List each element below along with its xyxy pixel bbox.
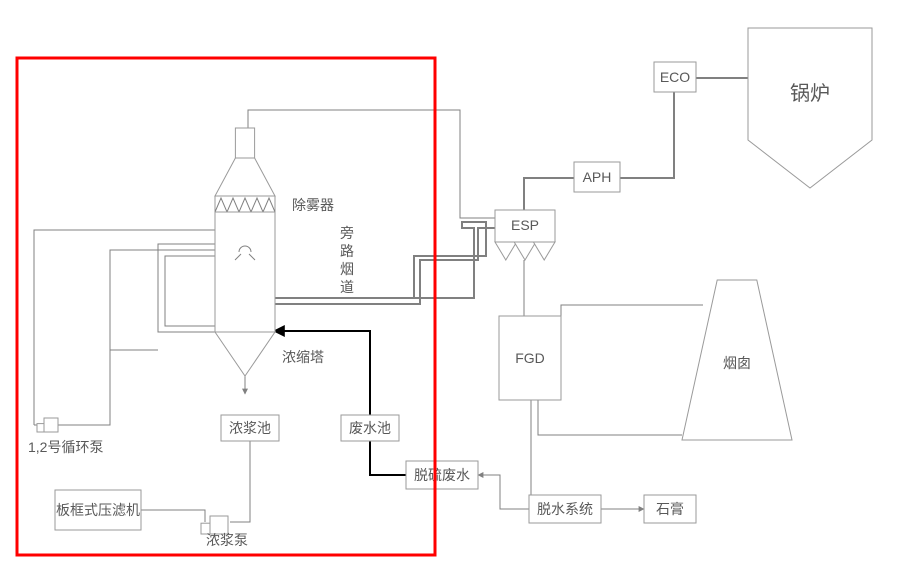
label-slurry_pump: 浓浆泵: [206, 532, 248, 548]
node-gypsum: 石膏: [644, 495, 696, 523]
pipe: [274, 331, 370, 415]
label-bypass: 道: [340, 279, 354, 295]
pipe: [158, 244, 221, 332]
node-label: 板框式压滤机: [56, 502, 140, 518]
node-label: 脱水系统: [537, 501, 593, 517]
node-stack: 烟囱: [682, 280, 792, 440]
pipe: [56, 250, 216, 425]
pipe: [620, 92, 674, 178]
diagram-root: { "canvas":{"w":907,"h":565,"bg":"#fffff…: [0, 0, 907, 565]
node-dewater: 脱水系统: [529, 495, 601, 523]
pipe: [561, 305, 703, 316]
node-label: APH: [583, 169, 612, 185]
node-slurry_pool: 浓浆池: [221, 415, 279, 441]
node-label: ESP: [511, 217, 539, 233]
pipe: [478, 475, 529, 509]
pipe: [538, 400, 682, 435]
node-tower: [215, 128, 275, 376]
pipe: [529, 400, 531, 509]
node-fgd_waste: 脱硫废水: [406, 461, 478, 489]
pipe: [141, 510, 205, 522]
node-aph: APH: [574, 162, 620, 192]
label-pumps: 1,2号循环泵: [28, 439, 103, 455]
label-bypass: 旁: [340, 225, 354, 241]
label-demister: 除雾器: [292, 197, 334, 213]
node-filter_press: 板框式压滤机: [55, 490, 141, 530]
pipe: [248, 110, 495, 218]
node-eco: ECO: [654, 62, 696, 92]
node-label: 石膏: [656, 501, 684, 517]
node-label: 锅炉: [790, 82, 830, 105]
pipe: [230, 441, 250, 522]
node-waste_pool: 废水池: [341, 415, 399, 441]
node-boiler: 锅炉: [748, 28, 872, 188]
node-fgd: FGD: [499, 316, 561, 400]
label-bypass: 路: [340, 243, 354, 259]
pump-icon: [37, 418, 58, 432]
label-bypass: 烟: [340, 261, 354, 277]
pipe: [165, 256, 221, 326]
node-label: 浓浆池: [229, 420, 271, 436]
node-esp: ESP: [495, 210, 555, 260]
pipe: [370, 441, 406, 475]
node-label: 脱硫废水: [414, 467, 470, 483]
node-label: ECO: [660, 69, 690, 85]
label-conc_tower: 浓缩塔: [282, 349, 324, 365]
node-label: FGD: [515, 350, 545, 366]
node-label: 烟囱: [723, 355, 751, 371]
pipe: [524, 178, 574, 210]
pipe: [275, 228, 498, 304]
node-label: 废水池: [349, 420, 391, 436]
pipe: [34, 230, 216, 425]
diagram-svg: 锅炉 ECO APH ESP FGD 烟囱脱水系统 石膏 脱硫废水 废水池 浓浆池板框式压滤机 除…: [0, 0, 907, 565]
